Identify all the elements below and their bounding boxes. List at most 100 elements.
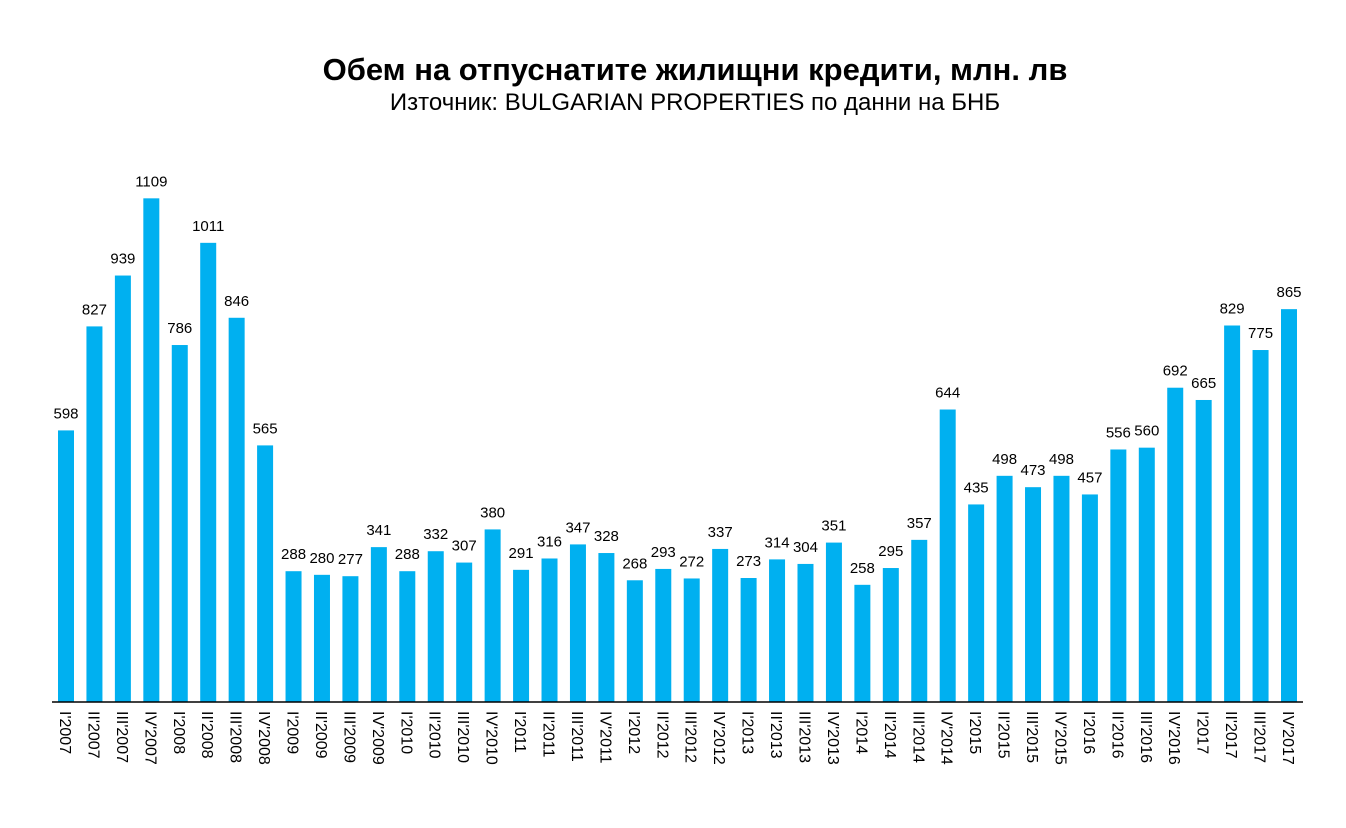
data-label: 314: [765, 534, 790, 551]
x-tick-label: IV'2015: [1051, 711, 1068, 765]
x-tick-label: I'2010: [397, 711, 414, 754]
data-label: 435: [964, 479, 989, 496]
bar: [370, 547, 387, 702]
x-tick-label: II'2017: [1222, 711, 1239, 759]
bar: [740, 578, 757, 702]
data-label: 316: [537, 533, 562, 550]
x-tick-label: IV'2012: [710, 711, 727, 765]
x-tick-label: IV'2011: [596, 711, 613, 764]
x-tick-label: III'2015: [1023, 711, 1040, 763]
x-tick-label: III'2017: [1251, 711, 1268, 763]
data-label: 351: [821, 518, 846, 535]
bar: [1224, 325, 1241, 702]
bar: [996, 475, 1013, 702]
data-label: 288: [395, 546, 420, 563]
bar: [86, 326, 103, 702]
data-label: 288: [281, 546, 306, 563]
bar: [1281, 309, 1297, 702]
bar: [769, 559, 786, 702]
data-label: 304: [793, 539, 818, 556]
bar: [342, 576, 359, 702]
data-label: 347: [565, 519, 590, 536]
data-label: 291: [509, 545, 534, 562]
data-label: 268: [622, 555, 647, 572]
data-label: 865: [1276, 284, 1301, 301]
x-tick-label: II'2012: [653, 711, 670, 759]
x-tick-label: II'2008: [198, 711, 215, 759]
x-tick-label: II'2013: [767, 711, 784, 759]
bar: [1081, 494, 1098, 702]
bar: [598, 553, 615, 702]
x-tick-label: IV'2017: [1279, 711, 1296, 765]
x-tick-label: III'2014: [909, 711, 926, 763]
bar: [968, 504, 985, 702]
x-tick-label: II'2010: [426, 711, 443, 759]
x-tick-label: III'2012: [682, 711, 699, 763]
data-label: 846: [224, 293, 249, 310]
data-label: 556: [1106, 424, 1131, 441]
x-tick-label: II'2016: [1108, 711, 1125, 759]
x-tick-label: I'2017: [1194, 711, 1211, 754]
data-label: 692: [1163, 363, 1188, 380]
data-label: 380: [480, 504, 505, 521]
data-label: 332: [423, 526, 448, 543]
x-tick-label: III'2013: [795, 711, 812, 763]
bar: [911, 539, 928, 702]
data-label: 644: [935, 385, 960, 402]
data-label: 328: [594, 528, 619, 545]
bar: [541, 558, 558, 702]
x-tick-label: III'2016: [1137, 711, 1154, 763]
data-label: 786: [167, 320, 192, 337]
x-tick-label: I'2011: [511, 711, 528, 753]
data-label: 560: [1134, 423, 1159, 440]
bar: [797, 563, 814, 702]
x-tick-label: I'2012: [625, 711, 642, 754]
bar: [882, 568, 899, 702]
x-tick-label: III'2010: [454, 711, 471, 763]
bar: [114, 275, 131, 702]
data-label: 498: [1049, 451, 1074, 468]
data-label: 357: [907, 515, 932, 532]
bar: [1138, 447, 1155, 702]
bar: [228, 317, 245, 702]
bar: [427, 551, 444, 702]
bar: [1110, 449, 1127, 702]
x-tick-label: I'2016: [1080, 711, 1097, 754]
data-label: 827: [82, 301, 107, 318]
x-tick-label: I'2007: [56, 711, 73, 754]
x-tick-label: I'2009: [284, 711, 301, 754]
bar: [939, 409, 956, 702]
data-label: 258: [850, 560, 875, 577]
data-label: 293: [651, 544, 676, 561]
bar: [399, 571, 416, 702]
bar: [1053, 475, 1070, 702]
x-tick-label: III'2008: [227, 711, 244, 763]
x-tick-label: I'2014: [852, 711, 869, 754]
bar: [484, 529, 501, 702]
x-tick-label: II'2009: [312, 711, 329, 759]
data-label: 341: [366, 522, 391, 539]
data-label: 457: [1077, 469, 1102, 486]
chart-title: Обем на отпуснатите жилищни кредити, млн…: [322, 52, 1068, 87]
bar: [143, 198, 160, 702]
x-tick-label: II'2011: [540, 711, 557, 757]
bar: [626, 580, 643, 702]
bar: [285, 571, 302, 702]
bar: [712, 548, 729, 702]
data-label: 1109: [135, 173, 167, 190]
x-tick-label: IV'2013: [824, 711, 841, 765]
data-label: 939: [110, 251, 135, 268]
x-tick-label: II'2007: [84, 711, 101, 759]
data-label: 280: [309, 550, 334, 567]
data-label: 337: [708, 524, 733, 541]
x-tick-label: IV'2009: [369, 711, 386, 765]
data-label: 277: [338, 551, 363, 568]
x-tick-label: II'2014: [881, 711, 898, 759]
x-tick-label: IV'2007: [141, 711, 158, 765]
bar: [854, 584, 871, 702]
data-label: 295: [878, 543, 903, 560]
data-label: 1011: [192, 218, 224, 235]
bar: [171, 345, 188, 702]
x-tick-label: IV'2008: [255, 711, 272, 765]
